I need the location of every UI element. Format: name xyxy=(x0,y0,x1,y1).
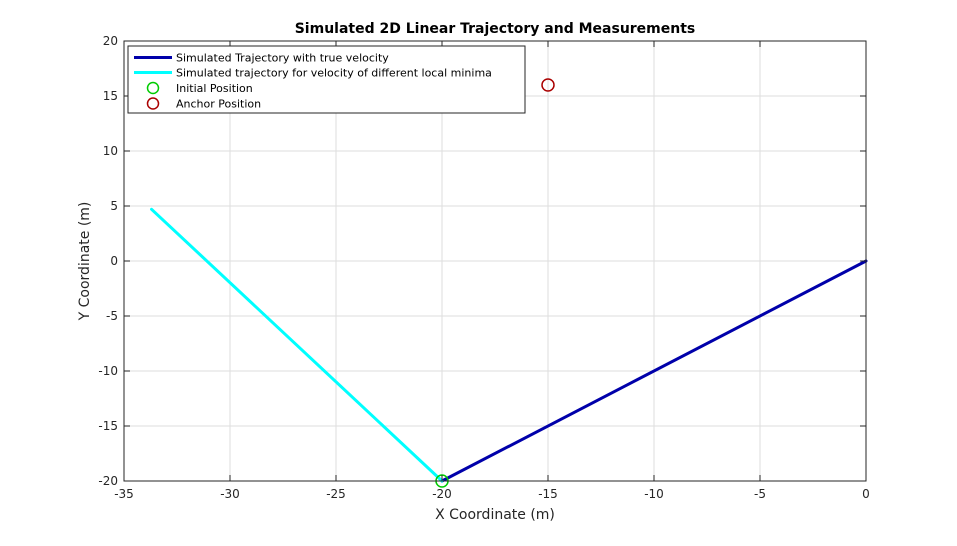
grid xyxy=(124,41,866,481)
legend-marker-anchor-position xyxy=(146,97,160,110)
series-marker-3 xyxy=(541,78,555,92)
x-axis-label: X Coordinate (m) xyxy=(435,507,555,523)
y-tick-label: 0 xyxy=(110,254,118,268)
x-tick-label: -20 xyxy=(432,487,452,501)
x-tick-label: -25 xyxy=(326,487,346,501)
ticks: -35 -30 -25 -20 -15 -10 -5 0 -20 -15 -10 -5 0 5 10 15 20 xyxy=(98,34,869,501)
legend-label-local-minima: Simulated trajectory for velocity of dif… xyxy=(176,67,492,80)
series-line-0 xyxy=(440,259,868,483)
y-tick-label: 20 xyxy=(103,34,118,48)
legend-marker-initial-position xyxy=(146,81,160,95)
y-tick-label: 10 xyxy=(103,144,118,158)
legend-box xyxy=(127,45,526,114)
y-tick-label: -20 xyxy=(98,474,118,488)
x-tick-label: -30 xyxy=(220,487,240,501)
legend-label-true-velocity: Simulated Trajectory with true velocity xyxy=(176,52,389,65)
x-tick-label: -10 xyxy=(644,487,664,501)
legend-label-anchor-position: Anchor Position xyxy=(176,98,261,111)
x-tick-label: -5 xyxy=(754,487,766,501)
y-tick-label: 15 xyxy=(103,89,118,103)
y-tick-label: -15 xyxy=(98,419,118,433)
series-line-1 xyxy=(150,207,444,483)
y-tick-label: -10 xyxy=(98,364,118,378)
x-tick-label: 0 xyxy=(862,487,870,501)
y-tick-label: 5 xyxy=(110,199,118,213)
x-tick-label: -35 xyxy=(114,487,134,501)
chart-title: Simulated 2D Linear Trajectory and Measu… xyxy=(295,21,696,37)
x-tick-label: -15 xyxy=(538,487,558,501)
legend: Simulated Trajectory with true velocity … xyxy=(127,45,526,114)
y-tick-label: -5 xyxy=(106,309,118,323)
legend-label-initial-position: Initial Position xyxy=(176,82,253,95)
y-axis-label: Y Coordinate (m) xyxy=(77,202,93,322)
